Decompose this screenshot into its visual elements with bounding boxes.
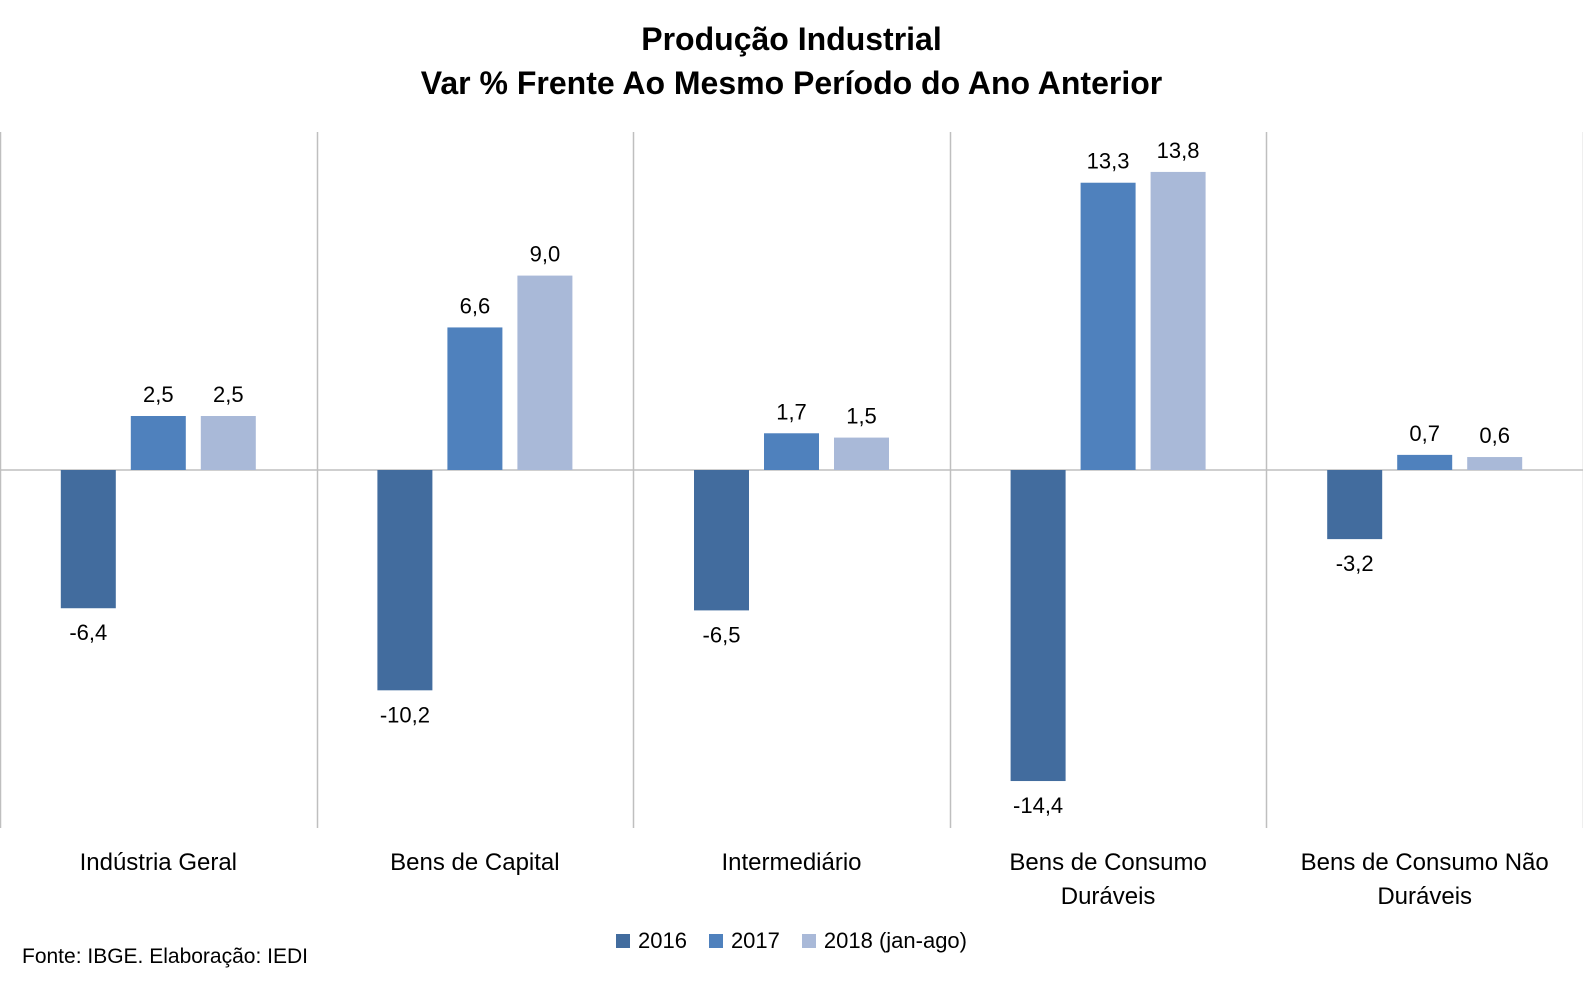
legend-item-2016: 2016	[615, 928, 687, 954]
legend: 2016 2017 2018 (jan-ago)	[0, 928, 1583, 954]
category-label: Indústria Geral	[0, 846, 317, 880]
data-label: 0,7	[1409, 421, 1440, 446]
data-label: -6,4	[69, 620, 107, 645]
data-label: 9,0	[530, 242, 561, 267]
category-label-line: Duráveis	[1377, 883, 1473, 910]
data-label: 2,5	[213, 382, 244, 407]
category-label: Bens de Consumo Duráveis	[950, 846, 1267, 914]
bar-2018-jan-ago--2	[517, 275, 573, 470]
legend-label-2017: 2017	[730, 928, 780, 953]
bar-2016-1	[60, 470, 116, 609]
bar-2017-1	[130, 416, 186, 470]
category-label-line: Intermediário	[721, 849, 862, 876]
data-label: 0,6	[1479, 423, 1510, 448]
bar-2016-5	[1327, 470, 1383, 540]
data-label: 6,6	[460, 293, 491, 318]
bar-2016-4	[1010, 470, 1066, 782]
data-label: 1,7	[776, 399, 807, 424]
data-label: 13,8	[1157, 138, 1200, 163]
bar-2017-2	[447, 327, 503, 470]
bar-2017-5	[1397, 454, 1453, 470]
category-label-line: Indústria Geral	[79, 849, 237, 876]
data-label: 2,5	[143, 382, 174, 407]
category-label-line: Bens de Consumo Não	[1300, 849, 1549, 876]
bar-chart: -6,4 2,5 2,5 -10,2 6,6 9,0 -6,5 1,7 1,5 -14,4 13,3…	[0, 132, 1583, 828]
data-label: -6,5	[703, 622, 741, 647]
legend-label-2018: 2018 (jan-ago)	[823, 928, 967, 953]
legend-label-2016: 2016	[637, 928, 687, 953]
category-label-line: Bens de Capital	[390, 849, 560, 876]
data-label: -10,2	[380, 702, 430, 727]
legend-swatch-2017	[708, 934, 723, 948]
bar-2017-3	[764, 433, 819, 470]
chart-subtitle: Var % Frente Ao Mesmo Período do Ano Ant…	[420, 65, 1163, 101]
bar-2018-jan-ago--5	[1467, 457, 1523, 470]
category-label: Bens de Capital	[317, 846, 634, 880]
legend-item-2018: 2018 (jan-ago)	[801, 928, 967, 954]
bar-2017-4	[1080, 182, 1136, 470]
data-label: 1,5	[846, 404, 877, 429]
bar-2018-jan-ago--4	[1150, 171, 1206, 471]
data-label: -14,4	[1013, 793, 1063, 818]
legend-swatch-2016	[615, 934, 630, 948]
category-label-line: Duráveis	[1060, 883, 1156, 910]
category-label: Intermediário	[633, 846, 950, 880]
bar-2018-jan-ago--3	[834, 437, 889, 470]
data-label: 13,3	[1087, 149, 1130, 174]
bar-2016-3	[694, 470, 749, 611]
category-label: Bens de Consumo Não Duráveis	[1266, 846, 1583, 914]
source-note: Fonte: IBGE. Elaboração: IEDI	[22, 945, 308, 968]
legend-swatch-2018	[801, 934, 816, 948]
bar-2018-jan-ago--1	[200, 416, 256, 470]
category-label-line: Bens de Consumo	[1009, 849, 1207, 876]
legend-item-2017: 2017	[708, 928, 780, 954]
data-label: -3,2	[1336, 551, 1374, 576]
chart-title: Produção Industrial	[641, 21, 942, 57]
bar-2016-2	[377, 470, 433, 691]
